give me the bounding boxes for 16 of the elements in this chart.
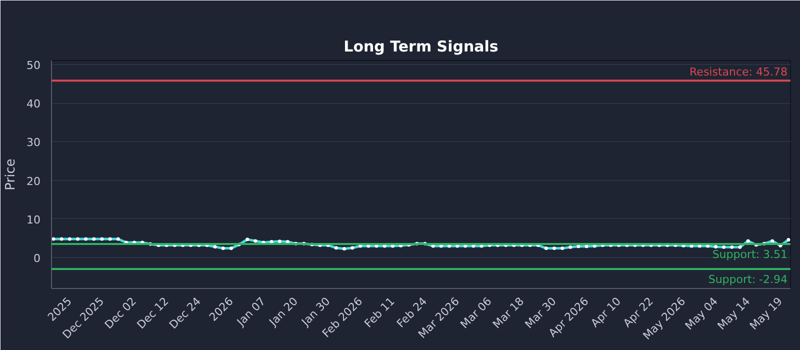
ref-line-label: Support: 3.51	[712, 248, 788, 262]
ref-line-label: Support: -2.94	[708, 272, 788, 286]
x-tick-label: Jan 20	[266, 294, 300, 330]
x-tick-label: Dec 24	[166, 294, 204, 332]
y-tick-label: 10	[26, 213, 41, 226]
y-tick-label: 50	[26, 58, 41, 72]
y-tick-label: 0	[34, 252, 40, 266]
y-tick-label: 40	[26, 98, 41, 111]
x-tick-label: Apr 10	[588, 294, 624, 330]
y-axis-title: Price	[4, 158, 19, 190]
x-tick-label: Feb 11	[362, 294, 398, 330]
chart-title: Long Term Signals	[344, 38, 498, 56]
ref-line-label: Resistance: 45.78	[690, 66, 788, 79]
y-tick-label: 20	[26, 174, 41, 188]
y-tick-label: 30	[26, 136, 41, 150]
x-tick-label: Jan 07	[234, 294, 268, 330]
